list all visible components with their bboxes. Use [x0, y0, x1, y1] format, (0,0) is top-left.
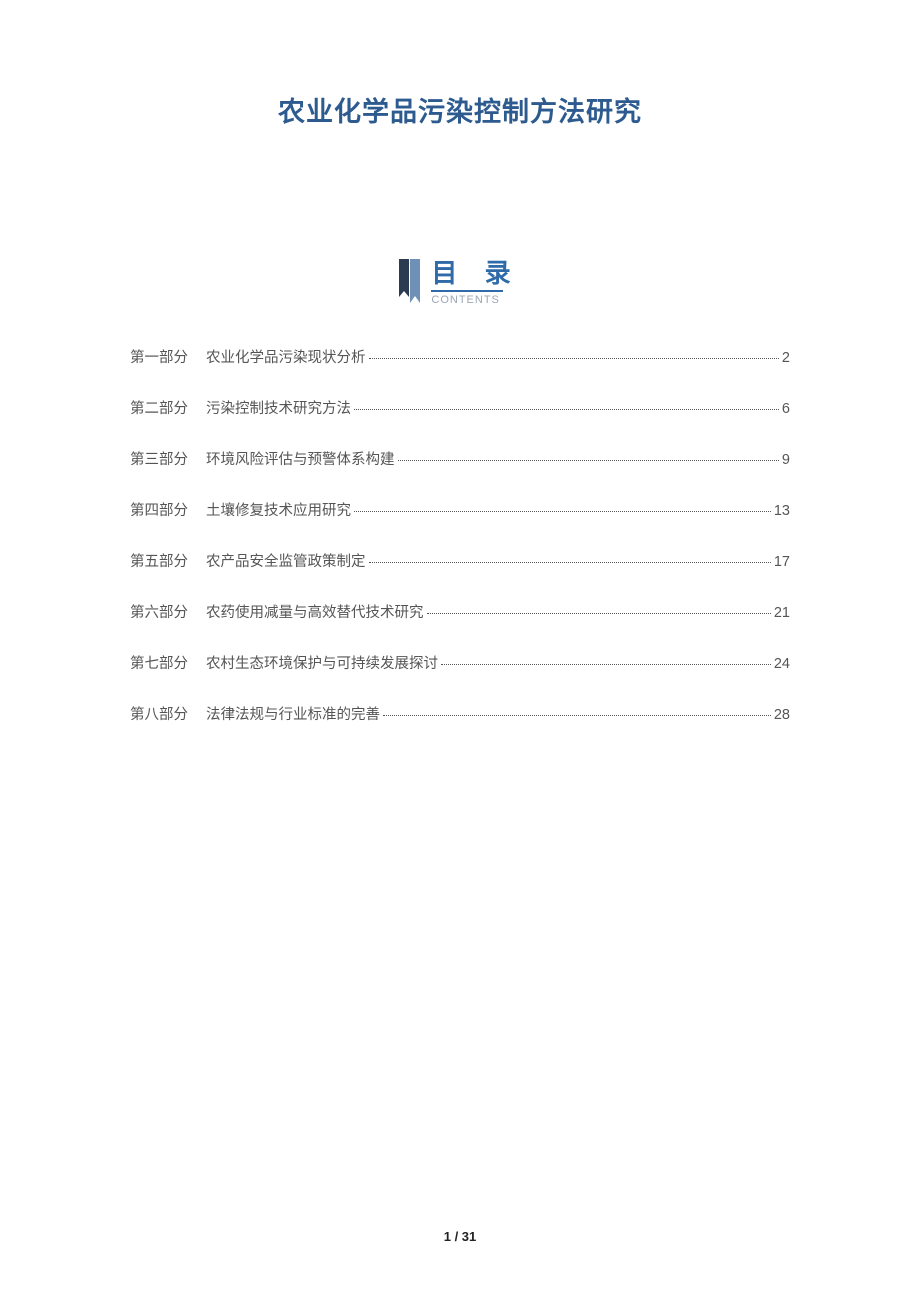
toc-item-title: 土壤修复技术应用研究: [206, 499, 351, 520]
toc-leader-dots: [354, 409, 779, 410]
toc-entry[interactable]: 第二部分 污染控制技术研究方法 6: [130, 397, 790, 418]
toc-entry[interactable]: 第八部分 法律法规与行业标准的完善 28: [130, 703, 790, 724]
toc-leader-dots: [441, 664, 771, 665]
toc-page-number: 2: [782, 350, 790, 366]
toc-item-title: 农业化学品污染现状分析: [206, 346, 366, 367]
page-footer: 1 / 31: [0, 1229, 920, 1244]
toc-leader-dots: [369, 562, 771, 563]
toc-page-number: 21: [774, 605, 790, 621]
toc-item-title: 环境风险评估与预警体系构建: [206, 448, 395, 469]
toc-header: 目 录 CONTENTS: [130, 259, 790, 306]
toc-page-number: 6: [782, 401, 790, 417]
toc-leader-dots: [383, 715, 771, 716]
toc-item-title: 农药使用减量与高效替代技术研究: [206, 601, 424, 622]
toc-part-label: 第五部分: [130, 550, 188, 571]
toc-part-label: 第七部分: [130, 652, 188, 673]
toc-part-label: 第六部分: [130, 601, 188, 622]
page-number-label: 1 / 31: [444, 1229, 477, 1244]
toc-item-title: 农村生态环境保护与可持续发展探讨: [206, 652, 438, 673]
toc-leader-dots: [354, 511, 771, 512]
toc-item-title: 污染控制技术研究方法: [206, 397, 351, 418]
toc-item-title: 法律法规与行业标准的完善: [206, 703, 380, 724]
toc-title-en: CONTENTS: [431, 294, 500, 306]
document-title: 农业化学品污染控制方法研究: [130, 90, 790, 129]
toc-page-number: 28: [774, 707, 790, 723]
toc-item-title: 农产品安全监管政策制定: [206, 550, 366, 571]
toc-bookmark-icon: [399, 259, 421, 303]
toc-entry[interactable]: 第六部分 农药使用减量与高效替代技术研究 21: [130, 601, 790, 622]
toc-leader-dots: [369, 358, 779, 359]
toc-title-cn: 目 录: [431, 259, 520, 288]
toc-leader-dots: [427, 613, 771, 614]
toc-part-label: 第八部分: [130, 703, 188, 724]
toc-title-divider: [431, 290, 503, 292]
toc-page-number: 13: [774, 503, 790, 519]
toc-part-label: 第一部分: [130, 346, 188, 367]
toc-part-label: 第三部分: [130, 448, 188, 469]
toc-list: 第一部分 农业化学品污染现状分析 2 第二部分 污染控制技术研究方法 6 第三部…: [130, 346, 790, 724]
toc-part-label: 第二部分: [130, 397, 188, 418]
toc-entry[interactable]: 第五部分 农产品安全监管政策制定 17: [130, 550, 790, 571]
toc-leader-dots: [398, 460, 779, 461]
toc-page-number: 17: [774, 554, 790, 570]
toc-entry[interactable]: 第一部分 农业化学品污染现状分析 2: [130, 346, 790, 367]
toc-page-number: 9: [782, 452, 790, 468]
toc-page-number: 24: [774, 656, 790, 672]
toc-entry[interactable]: 第三部分 环境风险评估与预警体系构建 9: [130, 448, 790, 469]
toc-entry[interactable]: 第四部分 土壤修复技术应用研究 13: [130, 499, 790, 520]
toc-entry[interactable]: 第七部分 农村生态环境保护与可持续发展探讨 24: [130, 652, 790, 673]
toc-part-label: 第四部分: [130, 499, 188, 520]
